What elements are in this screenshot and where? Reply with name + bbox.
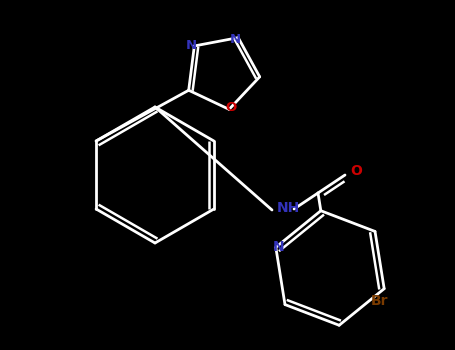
- Text: N: N: [186, 40, 197, 52]
- Text: Br: Br: [370, 294, 388, 308]
- Text: N: N: [273, 240, 285, 254]
- Text: O: O: [225, 101, 237, 114]
- Text: N: N: [230, 33, 241, 46]
- Text: O: O: [350, 164, 362, 178]
- Text: NH: NH: [277, 201, 300, 215]
